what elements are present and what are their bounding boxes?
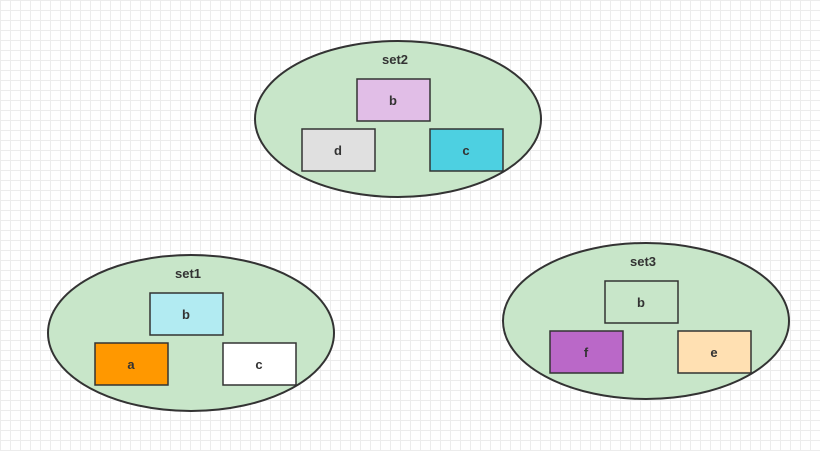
- set2-box-d-label: d: [334, 143, 342, 158]
- set3-box-e: [677, 330, 752, 374]
- set2-box-c: [429, 128, 504, 172]
- set2-box-b: [356, 78, 431, 122]
- set1-box-b: [149, 292, 224, 336]
- set3-box-b: [604, 280, 679, 324]
- set3-title: set3: [630, 254, 656, 269]
- set2-box-c-label: c: [462, 143, 469, 158]
- set2-box-d: [301, 128, 376, 172]
- set1-group: set1 b a c: [47, 254, 335, 412]
- set1-box-a: [94, 342, 169, 386]
- set1-title: set1: [175, 266, 201, 281]
- set1-box-c: [222, 342, 297, 386]
- set1-box-b-label: b: [182, 307, 190, 322]
- set3-box-f-label: f: [584, 345, 589, 360]
- set3-box-f: [549, 330, 624, 374]
- set1-box-c-label: c: [255, 357, 262, 372]
- set2-title: set2: [382, 52, 408, 67]
- set2-group: set2 b d c: [254, 40, 542, 198]
- set2-box-b-label: b: [389, 93, 397, 108]
- set3-box-b-label: b: [637, 295, 645, 310]
- set3-group: set3 b f e: [502, 242, 790, 400]
- set3-box-e-label: e: [710, 345, 717, 360]
- set1-box-a-label: a: [127, 357, 135, 372]
